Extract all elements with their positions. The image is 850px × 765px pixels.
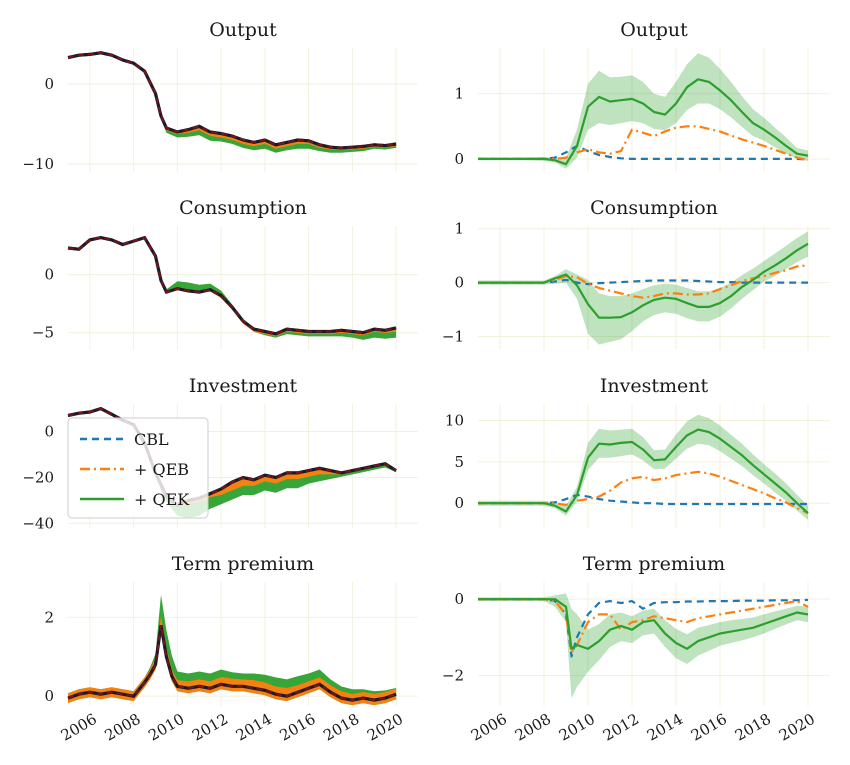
panel-title: Output (209, 19, 277, 41)
x-tick-label: 2010 (556, 710, 598, 745)
y-tick-label: 10 (445, 412, 464, 430)
y-tick-label: 1 (454, 220, 464, 238)
series-line-cbl (478, 493, 808, 506)
panel-output-right: Output 0 1 (454, 19, 830, 172)
series-line-data-overlay (67, 625, 397, 702)
qeb-path-fan (68, 407, 397, 507)
qek-path-fan (68, 236, 397, 340)
legend-label: + QEK (134, 490, 190, 509)
y-tick-label: 0 (454, 494, 464, 512)
y-tick-label: 0 (454, 150, 464, 168)
series-line-cbl-base (67, 235, 397, 336)
panel-grid: Output−100Output01Consumption−50Consumpt… (22, 19, 830, 745)
legend: CBL + QEB + QEK (67, 417, 209, 519)
qeb-path-fan (68, 616, 397, 706)
qek-confidence-band (478, 53, 808, 169)
x-tick-label: 2008 (102, 710, 144, 745)
x-tick-label: 2018 (732, 710, 774, 745)
qeb-path-fan (68, 236, 397, 337)
x-tick-label: 2012 (189, 710, 231, 745)
y-tick-label: 5 (454, 453, 464, 471)
series-line-data-overlay (67, 236, 397, 335)
series-line-cbl-base (67, 51, 397, 150)
x-tick-label: 2012 (600, 710, 642, 745)
y-tick-label: −20 (22, 468, 54, 486)
x-tick-label: 2018 (320, 710, 362, 745)
panel-title: Investment (600, 375, 709, 397)
x-tick-label: 2020 (776, 710, 818, 745)
y-tick-label: 0 (44, 687, 54, 705)
panel-title: Term premium (172, 553, 314, 575)
x-tick-label: 2008 (512, 710, 554, 745)
panel-investment-right: Investment 0 5 10 (445, 375, 830, 528)
y-tick-label: −1 (442, 328, 464, 346)
series-line-qeb (478, 598, 809, 654)
panel-output-left: Output −10 0 (22, 19, 418, 173)
legend-label: + QEB (134, 460, 189, 479)
qek-confidence-band (478, 231, 808, 345)
qek-confidence-band (478, 593, 808, 699)
y-tick-label: 0 (454, 274, 464, 292)
y-tick-label: 0 (44, 423, 54, 441)
qek-confidence-band (478, 414, 808, 520)
series-line-qek (478, 242, 809, 319)
panel-consumption-left: Consumption −5 0 (32, 197, 418, 350)
panel-title: Output (620, 19, 688, 41)
y-tick-label: 1 (454, 85, 464, 103)
panel-title: Term premium (583, 553, 725, 575)
y-tick-label: −2 (442, 666, 464, 684)
x-tick-label: 2006 (58, 710, 100, 745)
x-tick-label: 2016 (688, 710, 730, 745)
series-line-data-overlay (67, 51, 397, 150)
y-tick-label: 2 (44, 608, 54, 626)
series-line-cbl (478, 144, 809, 161)
y-tick-label: 0 (44, 266, 54, 284)
panel-title: Consumption (590, 197, 718, 219)
legend-frame (67, 417, 209, 519)
series-line-data-overlay (67, 407, 397, 507)
y-tick-label: −40 (22, 514, 54, 532)
series-line-qek (478, 428, 809, 514)
x-tick-label: 2016 (277, 710, 319, 745)
series-line-qek (478, 78, 809, 166)
x-tick-label: 2010 (145, 710, 187, 745)
panel-title: Investment (189, 375, 298, 397)
y-tick-label: −10 (22, 155, 54, 173)
y-tick-label: 0 (44, 75, 54, 93)
qek-path-fan (68, 407, 397, 518)
legend-label: CBL (134, 430, 169, 449)
panel-title: Consumption (179, 197, 307, 219)
y-tick-label: −5 (32, 324, 54, 342)
x-tick-label: 2020 (364, 710, 406, 745)
x-tick-label: 2014 (233, 710, 275, 745)
series-line-qek (478, 598, 809, 650)
series-line-cbl (478, 278, 808, 286)
y-tick-label: 0 (454, 590, 464, 608)
panel-consumption-right: Consumption −1 0 1 (442, 197, 830, 350)
series-line-qeb (478, 470, 809, 515)
x-tick-label: 2014 (644, 710, 686, 745)
series-line-qeb (478, 125, 809, 162)
x-tick-label: 2006 (468, 710, 510, 745)
